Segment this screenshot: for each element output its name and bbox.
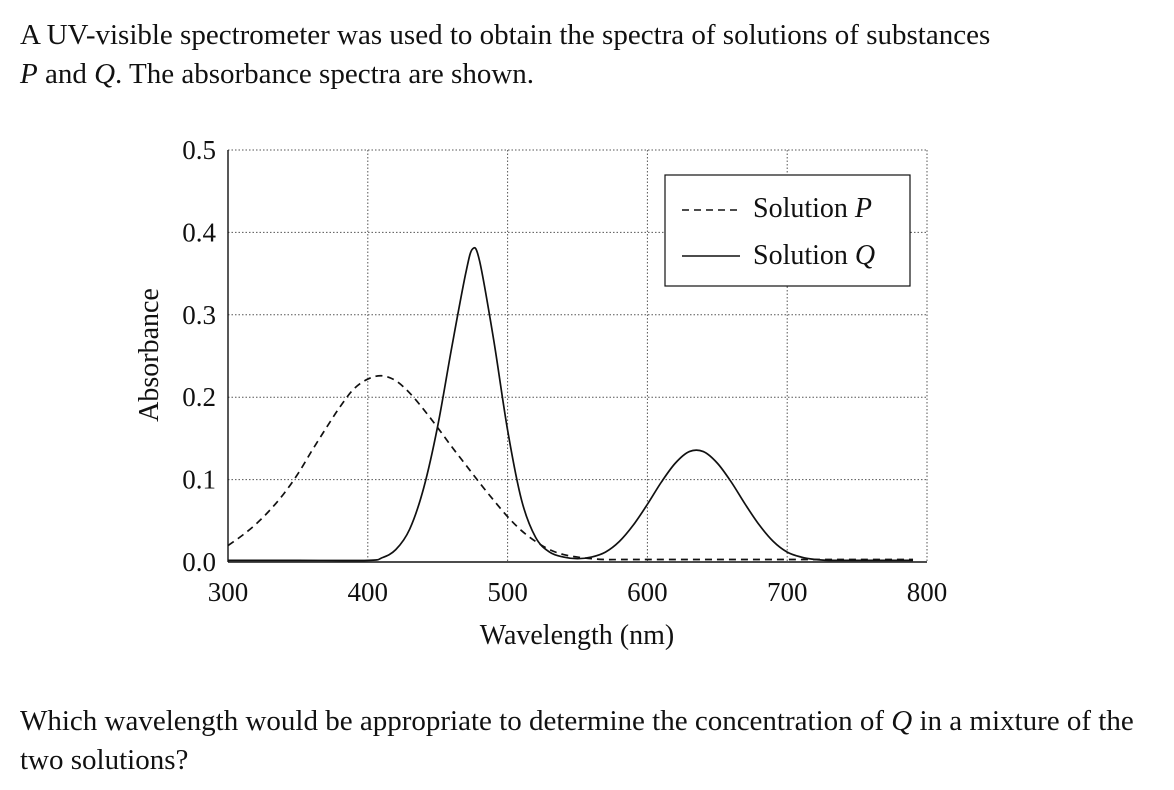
prompt-var-q: Q [891, 705, 913, 737]
y-tick-label: 0.1 [182, 465, 216, 495]
x-tick-label: 800 [907, 577, 948, 607]
prompt-after: in a mixture of the two solutions? [20, 705, 1134, 776]
y-tick-label: 0.5 [182, 135, 216, 165]
x-tick-label: 700 [767, 577, 808, 607]
y-tick-label: 0.3 [182, 300, 216, 330]
series-line-q [227, 246, 914, 562]
series [227, 246, 914, 562]
intro-end: . The absorbance spectra are shown. [115, 58, 535, 90]
question-intro: A UV-visible spectrometer was used to ob… [20, 16, 1160, 94]
y-axis-title: Absorbance [134, 288, 165, 422]
x-tick-label: 600 [627, 577, 668, 607]
x-tick-label: 400 [348, 577, 389, 607]
tick-labels: 300 400 500 600 700 800 0.0 0.1 0.2 0.3 0.4 0.5 [182, 135, 947, 607]
prompt-before: Which wavelength would be appropriate to… [20, 705, 892, 737]
intro-line1: A UV-visible spectrometer was used to ob… [20, 19, 991, 51]
y-tick-label: 0.0 [182, 547, 216, 577]
legend: Solution P Solution Q [664, 174, 911, 287]
legend-name-p: Solution [753, 193, 848, 224]
intro-var-q: Q [94, 58, 116, 90]
y-tick-label: 0.4 [182, 217, 216, 247]
x-axis-title: Wavelength (nm) [480, 620, 674, 651]
absorbance-chart: 300 400 500 600 700 800 0.0 0.1 0.2 0.3 0.4 0.5 Abs… [134, 135, 947, 651]
legend-var-p: P [854, 193, 872, 224]
y-tick-label: 0.2 [182, 382, 216, 412]
legend-label-p: Solution P [753, 193, 872, 224]
legend-box [664, 174, 911, 287]
intro-var-p: P [20, 58, 38, 90]
intro-and: and [37, 58, 95, 90]
axes [227, 150, 927, 563]
legend-var-q: Q [855, 240, 875, 271]
legend-label-q: Solution Q [753, 240, 875, 271]
series-line-p [227, 374, 914, 561]
legend-name-q: Solution [753, 240, 848, 271]
question-prompt: Which wavelength would be appropriate to… [20, 702, 1160, 780]
x-tick-label: 300 [208, 577, 249, 607]
x-tick-label: 500 [487, 577, 528, 607]
